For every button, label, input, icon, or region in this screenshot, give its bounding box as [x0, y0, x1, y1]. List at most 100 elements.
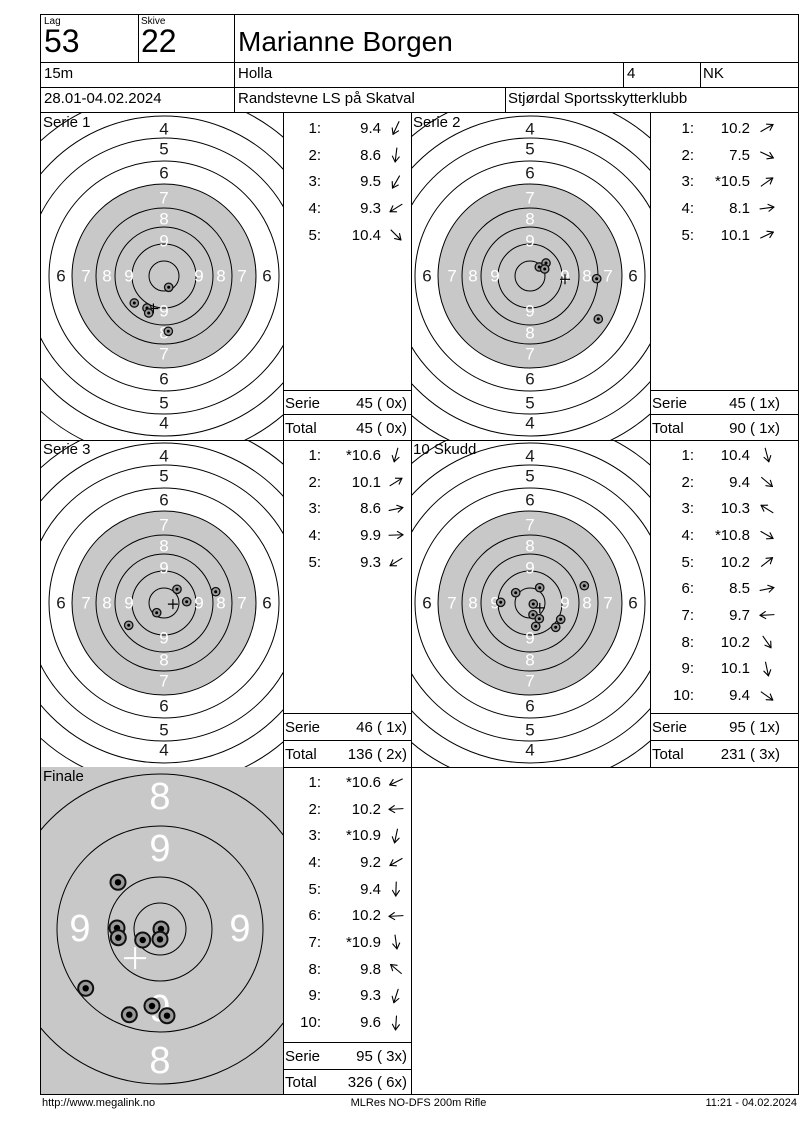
shot-arrow — [758, 473, 776, 491]
ring-number: 5 — [525, 467, 534, 486]
ring-number: 4 — [159, 120, 168, 139]
shot-row: 5: 9.3 — [283, 549, 411, 576]
shot-row: 2: 10.1 — [283, 469, 411, 496]
shot-row: 2: 8.6 — [283, 142, 411, 169]
ring-number: 9 — [149, 828, 170, 870]
panel-title: Finale — [43, 768, 84, 785]
total-label: Total — [285, 1074, 317, 1091]
shot-direction-arrow — [760, 504, 774, 513]
shooter-name: Marianne Borgen — [238, 26, 453, 57]
shot-value: 8.1 — [729, 199, 750, 217]
shot-value: 9.4 — [729, 687, 750, 705]
ring-number: 5 — [525, 394, 534, 413]
shot-hole — [134, 931, 152, 949]
shot-number: 4: — [308, 526, 321, 544]
shot-number: 4: — [308, 853, 321, 871]
shot-number: 3: — [308, 500, 321, 518]
shot-direction-arrow — [760, 690, 774, 701]
serie-label: Serie — [285, 1048, 321, 1065]
ring-number: 7 — [603, 267, 612, 286]
shot-direction-arrow — [761, 476, 773, 488]
total-row: Total 136 ( 2x) — [283, 740, 411, 768]
shot-hole — [495, 597, 506, 608]
shot-arrow — [758, 226, 776, 244]
shot-direction-arrow — [762, 635, 772, 649]
shot-direction-arrow — [760, 531, 774, 540]
shot-number: 5: — [308, 226, 321, 244]
serie-label: Serie — [652, 394, 688, 412]
shot-arrow — [387, 500, 405, 518]
ring-number: 9 — [159, 302, 168, 321]
shot-row: 1: 10.2 — [650, 115, 798, 142]
shot-row: 7: *10.9 — [283, 929, 411, 956]
shot-arrow — [387, 119, 405, 137]
shot-value: 10.2 — [720, 633, 750, 651]
ring-number: 9 — [490, 267, 499, 286]
shot-value: 9.3 — [360, 199, 381, 217]
shot-value: *10.8 — [714, 526, 750, 544]
shot-arrow — [758, 633, 776, 651]
shot-arrow — [758, 687, 776, 705]
shot-number: 9: — [308, 987, 321, 1005]
shot-arrow — [387, 987, 405, 1005]
total-value: 90 ( 1x) — [729, 419, 780, 437]
serie-row: Serie 95 ( 1x) — [650, 713, 798, 741]
ring-number: 6 — [422, 267, 431, 286]
shot-value: 9.7 — [729, 606, 750, 624]
divider — [623, 62, 624, 87]
ring-number: 6 — [525, 370, 534, 389]
club: Holla — [238, 65, 273, 82]
ring-number: 8 — [216, 267, 225, 286]
ring-number: 6 — [159, 697, 168, 716]
shot-number: 6: — [308, 907, 321, 925]
shot-direction-arrow — [390, 229, 402, 241]
shot-row: 10: 9.6 — [283, 1009, 411, 1036]
shot-direction-arrow — [760, 557, 774, 567]
ring-number: 7 — [525, 516, 534, 535]
shot-number: 2: — [308, 473, 321, 491]
serie-label: Serie — [285, 394, 321, 412]
ring-number: 9 — [159, 629, 168, 648]
shot-row: 1: *10.6 — [283, 442, 411, 469]
shot-arrow — [387, 880, 405, 898]
divider — [41, 112, 798, 113]
ring-number: 7 — [525, 672, 534, 691]
shot-value: *10.9 — [345, 827, 381, 845]
ring-number: 4 — [159, 741, 168, 760]
shot-row: 2: 9.4 — [650, 469, 798, 496]
shot-number: 5: — [308, 553, 321, 571]
shot-arrow — [387, 960, 405, 978]
shot-value: 10.4 — [720, 446, 750, 464]
ring-number: 4 — [525, 447, 534, 466]
lag-label: Lag — [44, 16, 61, 27]
shot-direction-arrow — [760, 124, 774, 133]
shot-hole — [539, 264, 550, 274]
total-row: Total 326 ( 6x) — [283, 1069, 411, 1095]
shot-value: 10.1 — [351, 473, 381, 491]
shot-hole — [143, 308, 154, 318]
shot-value: 9.3 — [360, 553, 381, 571]
ring-number: 9 — [525, 559, 534, 578]
shot-value: 10.2 — [720, 553, 750, 571]
serie-value: 45 ( 0x) — [356, 394, 407, 412]
total-value: 136 ( 2x) — [347, 746, 407, 763]
total-label: Total — [285, 746, 317, 763]
shot-row: 5: 9.4 — [283, 876, 411, 903]
shot-hole — [77, 979, 95, 997]
shot-number: 1: — [308, 119, 321, 137]
ring-number: 7 — [81, 267, 90, 286]
shot-value: 10.2 — [720, 119, 750, 137]
shot-number: 8: — [308, 960, 321, 978]
ring-number: 8 — [525, 651, 534, 670]
serie-value: 45 ( 1x) — [729, 394, 780, 412]
shot-row: 3: *10.9 — [283, 822, 411, 849]
skive-label: Skive — [141, 16, 166, 27]
divider — [283, 112, 284, 1094]
shot-row: 3: 8.6 — [283, 495, 411, 522]
shot-arrow — [758, 580, 776, 598]
shot-list: 1: *10.6 2: 10.2 3: *10.9 4: 9.2 5: 9.4 6: 10.2 7: *1… — [283, 769, 411, 1036]
shot-arrow — [387, 473, 405, 491]
shot-direction-arrow — [388, 504, 404, 513]
shot-number: 5: — [681, 553, 694, 571]
shot-value: 8.5 — [729, 580, 750, 598]
